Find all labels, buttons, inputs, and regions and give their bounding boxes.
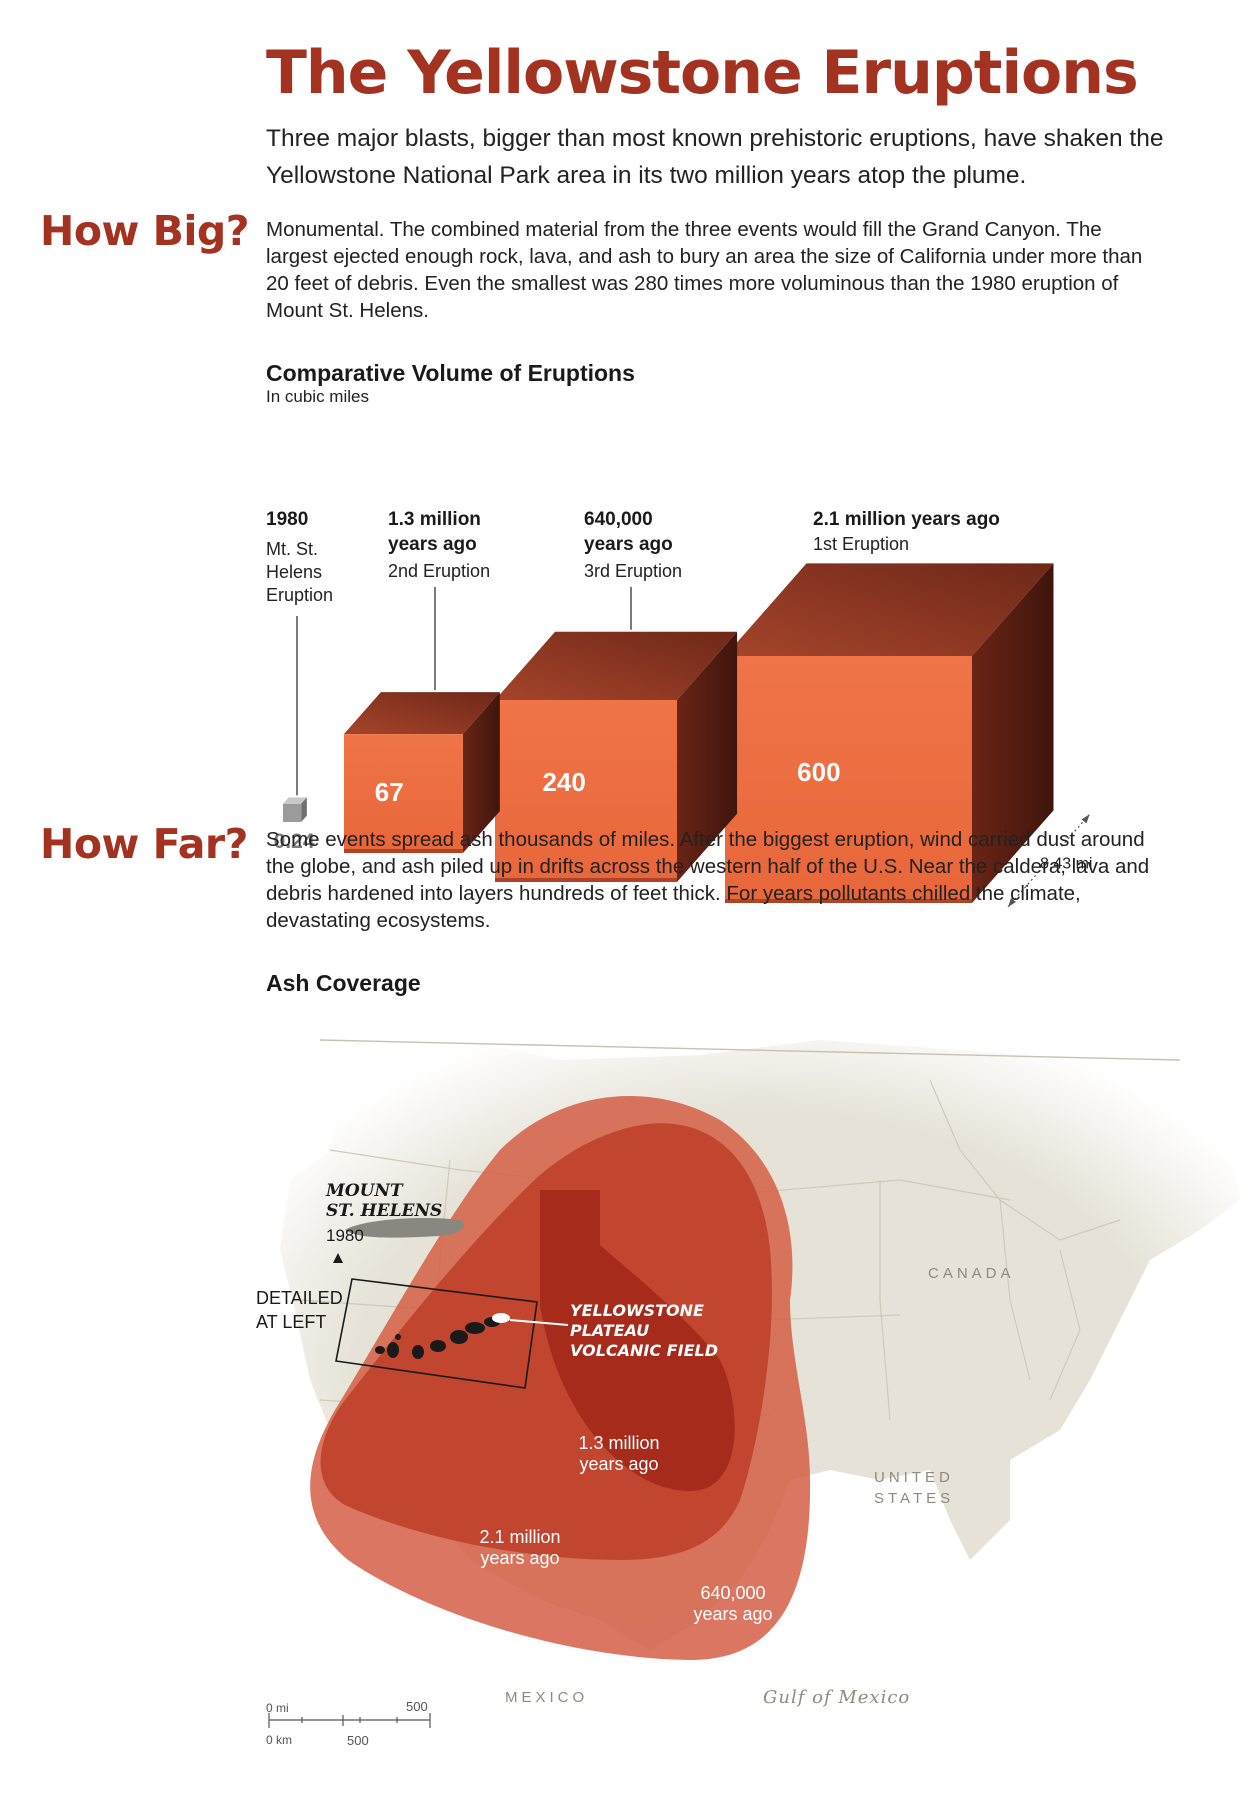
volume-chart-title: Comparative Volume of Eruptions [266,360,635,386]
cube-3 [725,563,1054,903]
category-desc-label: 2nd Eruption [388,561,490,581]
cube-1 [344,692,500,853]
cube-side-face [676,631,738,882]
caldera-icon [450,1330,468,1344]
how-far-text: Some events spread ash thousands of mile… [266,828,1150,932]
caldera-icon [395,1334,401,1340]
st-helens-year-label: 1980 [326,1226,364,1245]
detailed-at-left-label: AT LEFT [256,1312,326,1332]
intro-text: Three major blasts, bigger than most kno… [266,125,1164,189]
caldera-icon [430,1340,446,1352]
category-year-label: years ago [388,534,477,555]
state-border [879,1180,891,1421]
caldera-icon [465,1322,485,1334]
volume-chart-subtitle: In cubic miles [266,387,369,406]
value-label: 0.24 [274,830,315,853]
caldera-icon [375,1346,385,1354]
category-desc-label: Helens [266,562,322,582]
caldera-icon [412,1345,424,1359]
scale-mi-zero: 0 mi [266,1701,289,1715]
ash-region-1-3m [540,1190,735,1491]
yellowstone-caldera-icon [492,1313,510,1323]
cube-top-face [283,797,307,804]
region-label-2-1m: 2.1 million [479,1527,560,1547]
value-label: 67 [375,777,404,807]
country-border [319,1039,1181,1061]
st-helens-label: ST. HELENS [326,1201,442,1221]
cube-front-face [495,700,677,882]
st-helens-marker-icon [333,1253,343,1263]
volcanic-field-label: PLATEAU [570,1321,649,1340]
mexico-label: MEXICO [505,1689,588,1706]
gulf-of-mexico-label: Gulf of Mexico [763,1687,910,1708]
cube-base-shadow [495,878,677,882]
dimension-label: 8.43 mi [1040,856,1092,873]
region-label-1-3m: 1.3 million [578,1433,659,1453]
cube-front-face [344,734,463,853]
dimension-arrow [1008,898,1016,907]
how-big-heading: How Big? [40,207,250,255]
volcanic-field-label: VOLCANIC FIELD [570,1341,718,1360]
detailed-at-left-label: DETAILED [256,1288,343,1308]
region-label-640k: years ago [693,1604,772,1624]
scale-km-max: 500 [347,1733,369,1748]
cube-side-face [972,563,1054,903]
cube-base-shadow [344,849,463,853]
cube-base-shadow [725,899,972,903]
scale-km-zero: 0 km [266,1733,292,1747]
value-label: 240 [542,767,585,797]
dimension-arrow [1081,814,1090,824]
cube-side-face [301,797,307,822]
caldera-icon [387,1342,399,1358]
region-label-2-1m: years ago [480,1548,559,1568]
dimension-line [1007,874,1037,908]
cube-2 [495,631,738,882]
value-label: 600 [797,757,840,787]
united-states-label: UNITED [874,1469,954,1486]
st-helens-ash-plume [345,1218,464,1238]
caldera-leader-line [509,1319,569,1326]
category-desc-label: Eruption [266,585,333,605]
region-label-640k: 640,000 [700,1583,765,1603]
category-year-label: 640,000 [584,509,653,530]
cube-top-face [725,563,1054,656]
state-border [929,1079,1121,1241]
ash-map-title: Ash Coverage [266,970,421,996]
volcanic-field-label: YELLOWSTONE [570,1301,704,1320]
cube-front-face [725,656,972,903]
page-title: The Yellowstone Eruptions [266,38,1139,108]
cube-0 [283,797,307,822]
category-desc-label: 3rd Eruption [584,561,682,581]
category-desc-label: 1st Eruption [813,534,909,554]
detail-box [335,1278,538,1389]
category-desc-label: Mt. St. [266,539,318,559]
cube-front-face [283,803,302,822]
state-border [999,1199,1031,1381]
category-year-label: 1980 [266,509,308,530]
st-helens-label: MOUNT [325,1181,404,1201]
how-big-text: Monumental. The combined material from t… [266,218,1143,322]
category-year-label: years ago [584,534,673,555]
cube-top-face [344,692,500,735]
state-border [1049,1249,1081,1401]
region-label-1-3m: years ago [579,1454,658,1474]
united-states-label: STATES [874,1490,954,1507]
canada-label: CANADA [928,1265,1015,1282]
cube-top-face [495,631,738,701]
cube-side-face [462,692,500,853]
category-year-label: 2.1 million years ago [813,509,1000,530]
scale-mi-max: 500 [406,1699,428,1714]
category-year-label: 1.3 million [388,509,481,530]
how-far-heading: How Far? [40,820,248,868]
